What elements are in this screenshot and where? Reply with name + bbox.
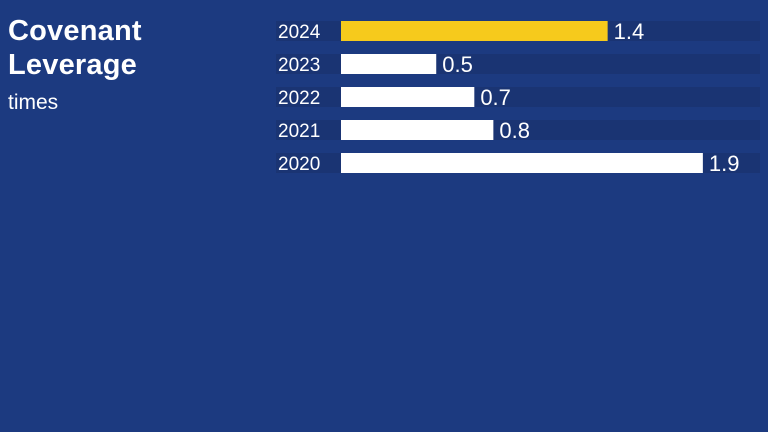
chart-title-line1: Covenant	[8, 15, 142, 47]
bar-2021	[341, 120, 494, 140]
bar-row-2020: 2020 1.9	[276, 151, 760, 176]
value-label-2021: 0.8	[499, 118, 530, 143]
chart-unit-label: times	[8, 91, 59, 114]
chart-title: Covenant Leverage	[8, 14, 248, 82]
category-label-2021: 2021	[278, 121, 320, 142]
value-label-2020: 1.9	[709, 151, 740, 176]
category-label-2022: 2022	[278, 88, 320, 109]
bar-row-2022: 2022 0.7	[276, 85, 760, 110]
category-label-2020: 2020	[278, 154, 320, 175]
bar-2020	[341, 153, 703, 173]
category-label-2024: 2024	[278, 22, 321, 43]
bar-2022	[341, 87, 475, 107]
bar-row-2021: 2021 0.8	[276, 118, 760, 143]
bar-2024	[341, 21, 608, 41]
bar-2023	[341, 54, 437, 74]
value-label-2023: 0.5	[442, 52, 473, 77]
bar-row-2023: 2023 0.5	[276, 52, 760, 77]
category-label-2023: 2023	[278, 55, 320, 76]
value-label-2022: 0.7	[480, 85, 511, 110]
value-label-2024: 1.4	[614, 19, 645, 44]
bar-row-2024: 2024 1.4	[276, 19, 760, 44]
chart-title-line2: Leverage	[8, 49, 137, 81]
